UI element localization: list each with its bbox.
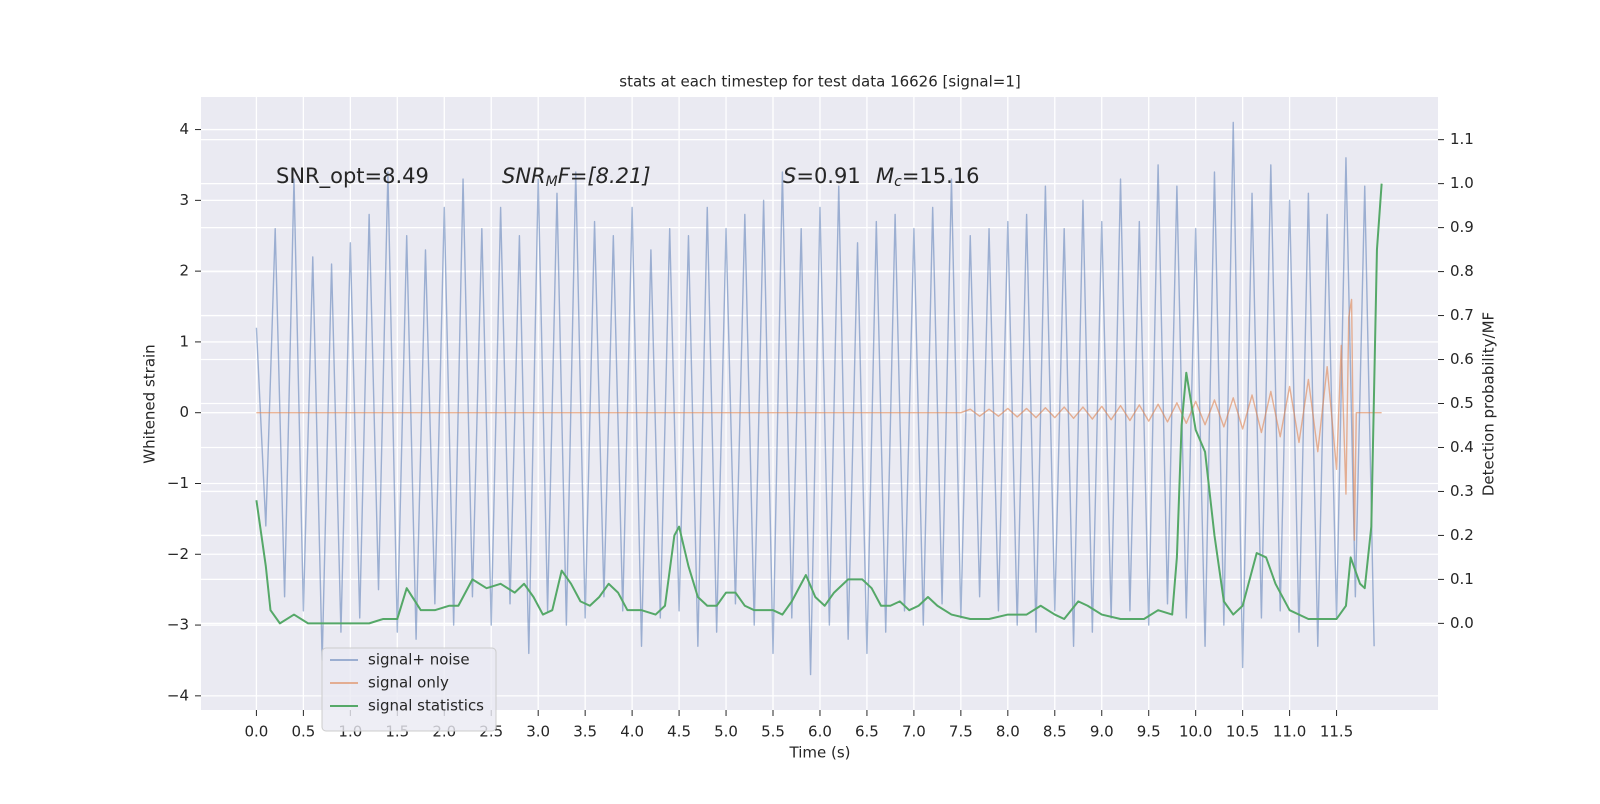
x-tick-label: 5.0	[714, 723, 738, 741]
y2-tick-label: 0.4	[1450, 438, 1474, 456]
x-tick-label: 8.0	[996, 723, 1020, 741]
y2-tick-label: 0.8	[1450, 262, 1474, 280]
y2-tick-label: 0.5	[1450, 394, 1474, 412]
x-tick-label: 4.0	[620, 723, 644, 741]
y2-tick-label: 1.0	[1450, 174, 1474, 192]
annotation: SNR_opt=8.49	[276, 164, 429, 189]
y2-tick-label: 0.1	[1450, 570, 1474, 588]
y-tick-label: −1	[167, 474, 189, 492]
y2-tick-label: 0.3	[1450, 482, 1474, 500]
annotation-part: M	[876, 164, 894, 188]
y2-axis-label: Detection probability/MF	[1480, 312, 1498, 496]
annotation: Mc=15.16	[876, 164, 980, 190]
legend-label: signal statistics	[368, 697, 484, 715]
annotation-part: SNR	[502, 164, 546, 188]
annotation-part: S	[783, 164, 796, 188]
legend-label: signal+ noise	[368, 651, 470, 669]
x-tick-label: 10.0	[1179, 723, 1212, 741]
x-tick-label: 0.0	[244, 723, 268, 741]
x-tick-label: 11.5	[1320, 723, 1353, 741]
x-tick-label: 7.5	[949, 723, 973, 741]
y2-tick-label: 0.0	[1450, 614, 1474, 632]
series-line	[255, 183, 1383, 625]
legend: signal+ noise signal only signal statistic…	[321, 647, 497, 732]
y-tick-label: 1	[179, 332, 189, 350]
annotation: SNRMF=[8.21]	[502, 164, 651, 190]
x-tick-label: 9.5	[1137, 723, 1161, 741]
y2-tick-label: 0.9	[1450, 218, 1474, 236]
annotation: S=0.91	[783, 164, 861, 188]
annotation-part: =15.16	[902, 164, 980, 188]
chart-title: stats at each timestep for test data 166…	[619, 73, 1020, 91]
y-tick-label: 4	[179, 120, 189, 138]
y-tick-label: −3	[167, 616, 189, 634]
legend-label: signal only	[368, 674, 449, 692]
x-tick-label: 3.5	[573, 723, 597, 741]
x-tick-label: 6.5	[855, 723, 879, 741]
annotation-part: M	[546, 174, 558, 190]
y2-tick-label: 0.2	[1450, 526, 1474, 544]
y-tick-label: −4	[167, 686, 189, 704]
x-axis-label: Time (s)	[789, 744, 851, 762]
marks	[255, 121, 1383, 676]
x-tick-label: 10.5	[1226, 723, 1259, 741]
y-axis-label: Whitened strain	[141, 344, 159, 463]
annotation-part: c	[894, 174, 902, 190]
x-tick-label: 4.5	[667, 723, 691, 741]
annotation-part: F=[8.21]	[558, 164, 651, 188]
y-tick-label: 0	[179, 403, 189, 421]
y2-tick-label: 0.7	[1450, 306, 1474, 324]
x-tick-label: 0.5	[291, 723, 315, 741]
x-tick-label: 5.5	[761, 723, 785, 741]
y2-tick-label: 1.1	[1450, 130, 1474, 148]
x-tick-label: 7.0	[902, 723, 926, 741]
legend-box	[321, 647, 497, 732]
x-tick-label: 8.5	[1043, 723, 1067, 741]
annotation-part: =0.91	[796, 164, 860, 188]
x-tick-label: 9.0	[1090, 723, 1114, 741]
x-tick-label: 11.0	[1273, 723, 1306, 741]
y2-tick-label: 0.6	[1450, 350, 1474, 368]
y-tick-label: 2	[179, 262, 189, 280]
x-tick-label: 3.0	[526, 723, 550, 741]
x-tick-label: 6.0	[808, 723, 832, 741]
y-tick-label: 3	[179, 191, 189, 209]
series-line	[255, 121, 1375, 676]
series-line	[256, 298, 1382, 541]
y-tick-label: −2	[167, 545, 189, 563]
